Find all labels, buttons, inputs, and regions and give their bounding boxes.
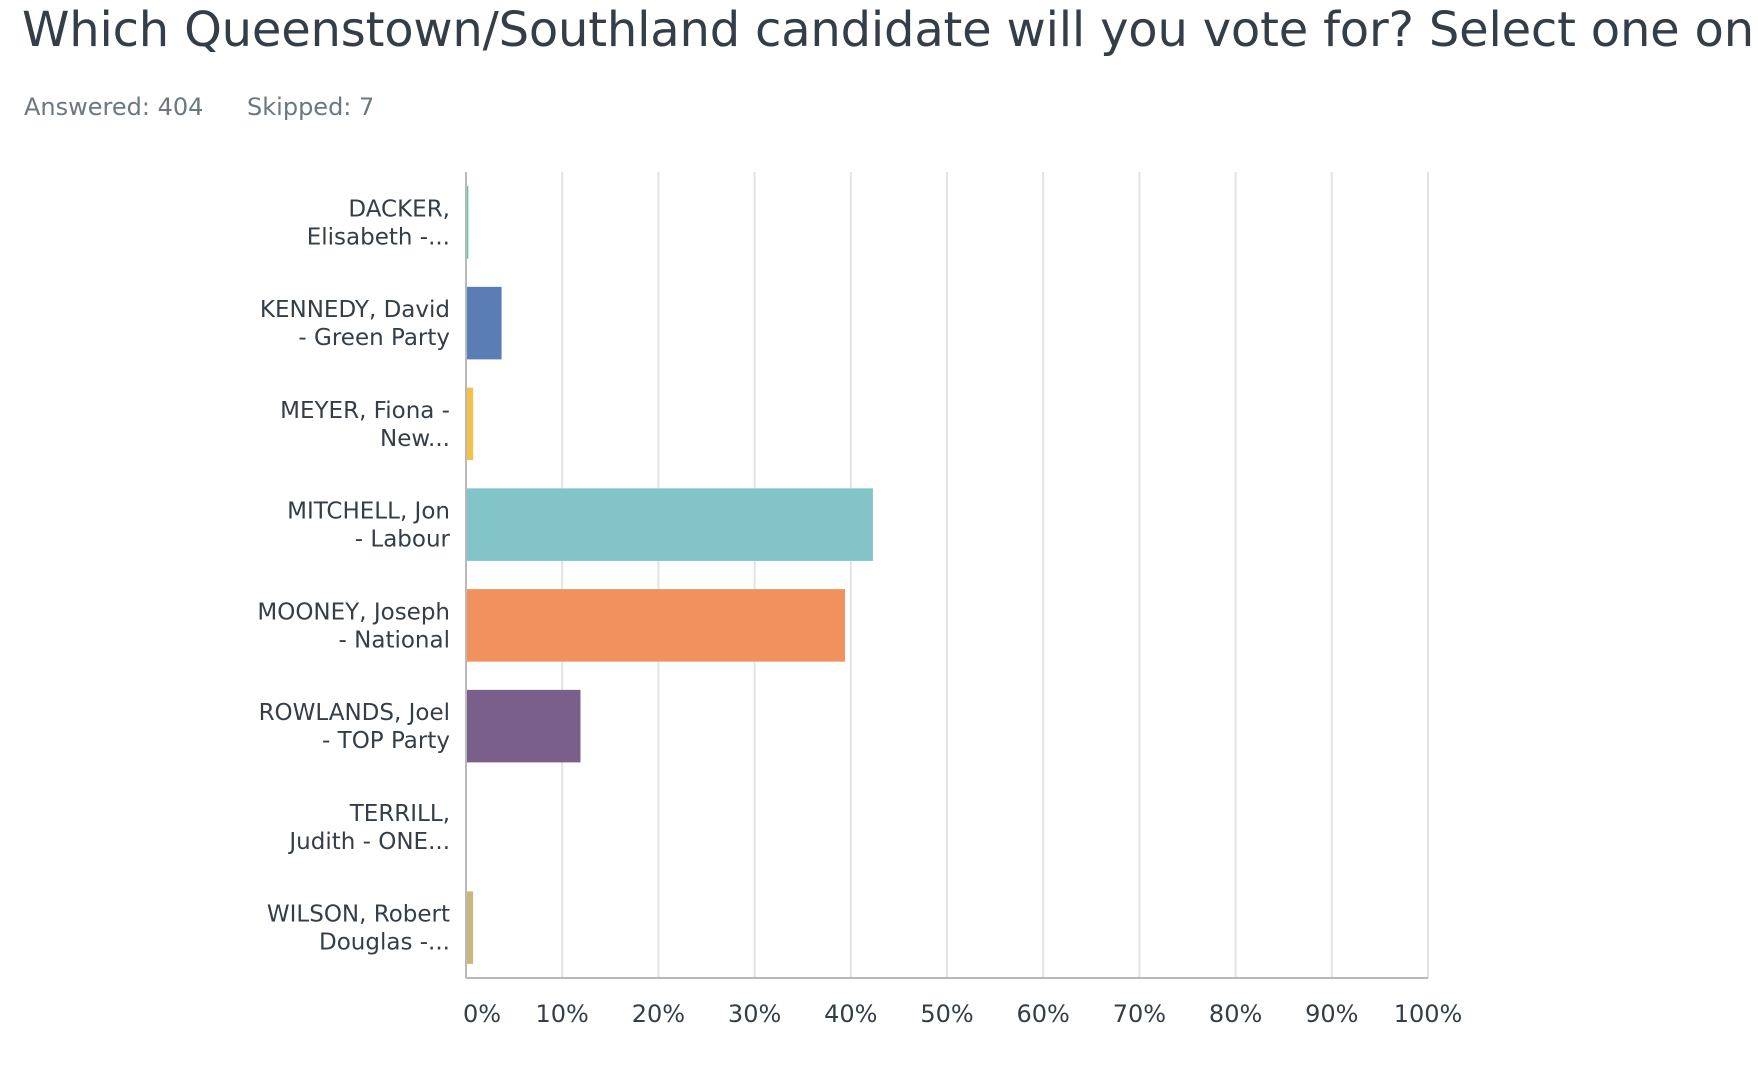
bar-layer — [466, 186, 873, 964]
x-tick-label: 60% — [1017, 1000, 1070, 1028]
category-labels: DACKER, Elisabeth -... KENNEDY, David - Gre… — [257, 196, 450, 955]
bar — [466, 891, 474, 964]
category-label: TERRILL, Judith - ONE... — [287, 801, 450, 855]
bar — [466, 488, 873, 561]
category-label-line: MEYER, Fiona - — [280, 398, 450, 424]
category-label-line: KENNEDY, David — [260, 297, 450, 323]
axes — [465, 172, 1428, 979]
x-tick-label: 30% — [728, 1000, 781, 1028]
x-tick-label: 70% — [1113, 1000, 1166, 1028]
category-label-line: - Green Party — [298, 325, 450, 351]
category-label-line: MOONEY, Joseph — [257, 599, 450, 625]
category-label: MITCHELL, Jon - Labour — [287, 499, 450, 553]
category-label-line: - National — [339, 627, 450, 653]
category-label: WILSON, Robert Douglas -... — [267, 902, 450, 956]
category-label-line: ROWLANDS, Joel — [259, 700, 450, 726]
bar — [466, 186, 469, 259]
category-label-line: - Labour — [355, 527, 451, 553]
category-label-line: DACKER, — [348, 196, 450, 222]
bar — [466, 689, 581, 763]
x-tick-label: 10% — [536, 1000, 589, 1028]
category-label: KENNEDY, David - Green Party — [260, 297, 450, 351]
category-label-line: WILSON, Robert — [267, 902, 450, 928]
category-label-line: - TOP Party — [322, 728, 450, 754]
skipped-count: Skipped: 7 — [247, 93, 375, 121]
category-label: ROWLANDS, Joel - TOP Party — [259, 700, 450, 754]
x-tick-labels: 0% 10% 20% 30% 40% 50% 60% 70% 80% 90% 100% — [463, 1000, 1462, 1028]
category-label: DACKER, Elisabeth -... — [307, 196, 450, 250]
category-label-line: TERRILL, — [349, 801, 450, 827]
x-tick-label: 0% — [463, 1000, 501, 1028]
category-label-line: New... — [380, 426, 450, 452]
category-label: MEYER, Fiona -New... — [280, 398, 450, 452]
category-label-line: MITCHELL, Jon — [287, 499, 450, 525]
x-tick-label: 100% — [1394, 1000, 1463, 1028]
x-tick-label: 80% — [1209, 1000, 1262, 1028]
question-title: Which Queenstown/Southland candidate wil… — [22, 2, 1758, 58]
category-label-line: Elisabeth -... — [307, 224, 450, 250]
x-tick-label: 90% — [1305, 1000, 1358, 1028]
x-tick-label: 50% — [920, 1000, 973, 1028]
x-tick-label: 40% — [824, 1000, 877, 1028]
category-label-line: Douglas -... — [319, 930, 450, 956]
x-tick-label: 20% — [632, 1000, 685, 1028]
answered-count: Answered: 404 — [24, 93, 204, 121]
category-label: MOONEY, Joseph - National — [257, 599, 450, 653]
category-label-line: Judith - ONE... — [287, 829, 450, 855]
bar — [466, 387, 474, 461]
bar — [466, 286, 502, 360]
grid-layer — [561, 172, 1429, 978]
response-stats: Answered: 404 Skipped: 7 — [24, 93, 410, 121]
bar — [466, 589, 846, 662]
